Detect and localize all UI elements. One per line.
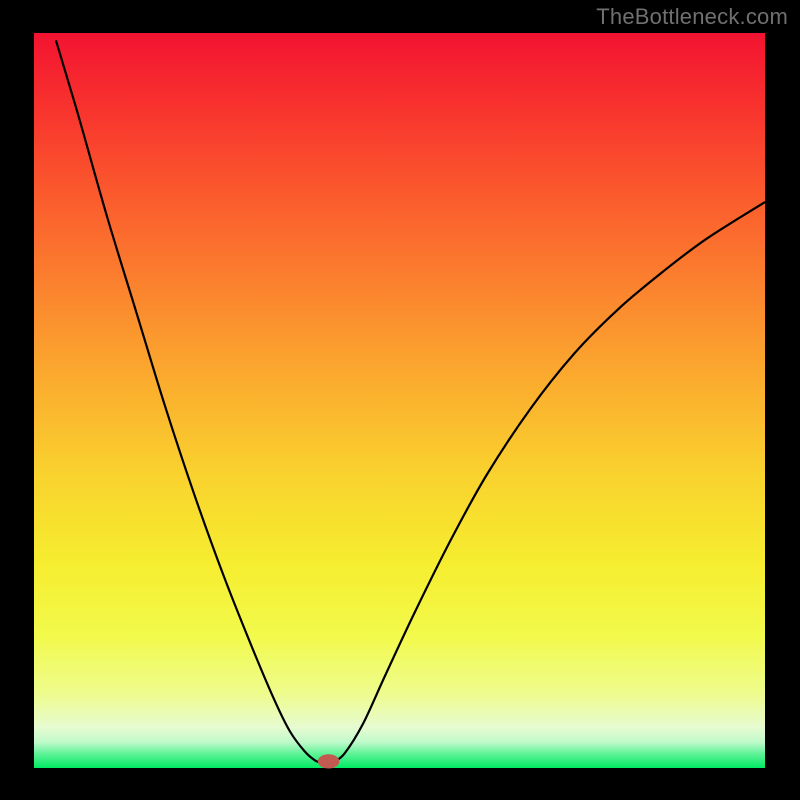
plot-area-gradient: [34, 33, 765, 768]
bottleneck-chart: [0, 0, 800, 800]
chart-container: TheBottleneck.com: [0, 0, 800, 800]
watermark-text: TheBottleneck.com: [596, 4, 788, 30]
minimum-point-marker: [318, 755, 338, 768]
